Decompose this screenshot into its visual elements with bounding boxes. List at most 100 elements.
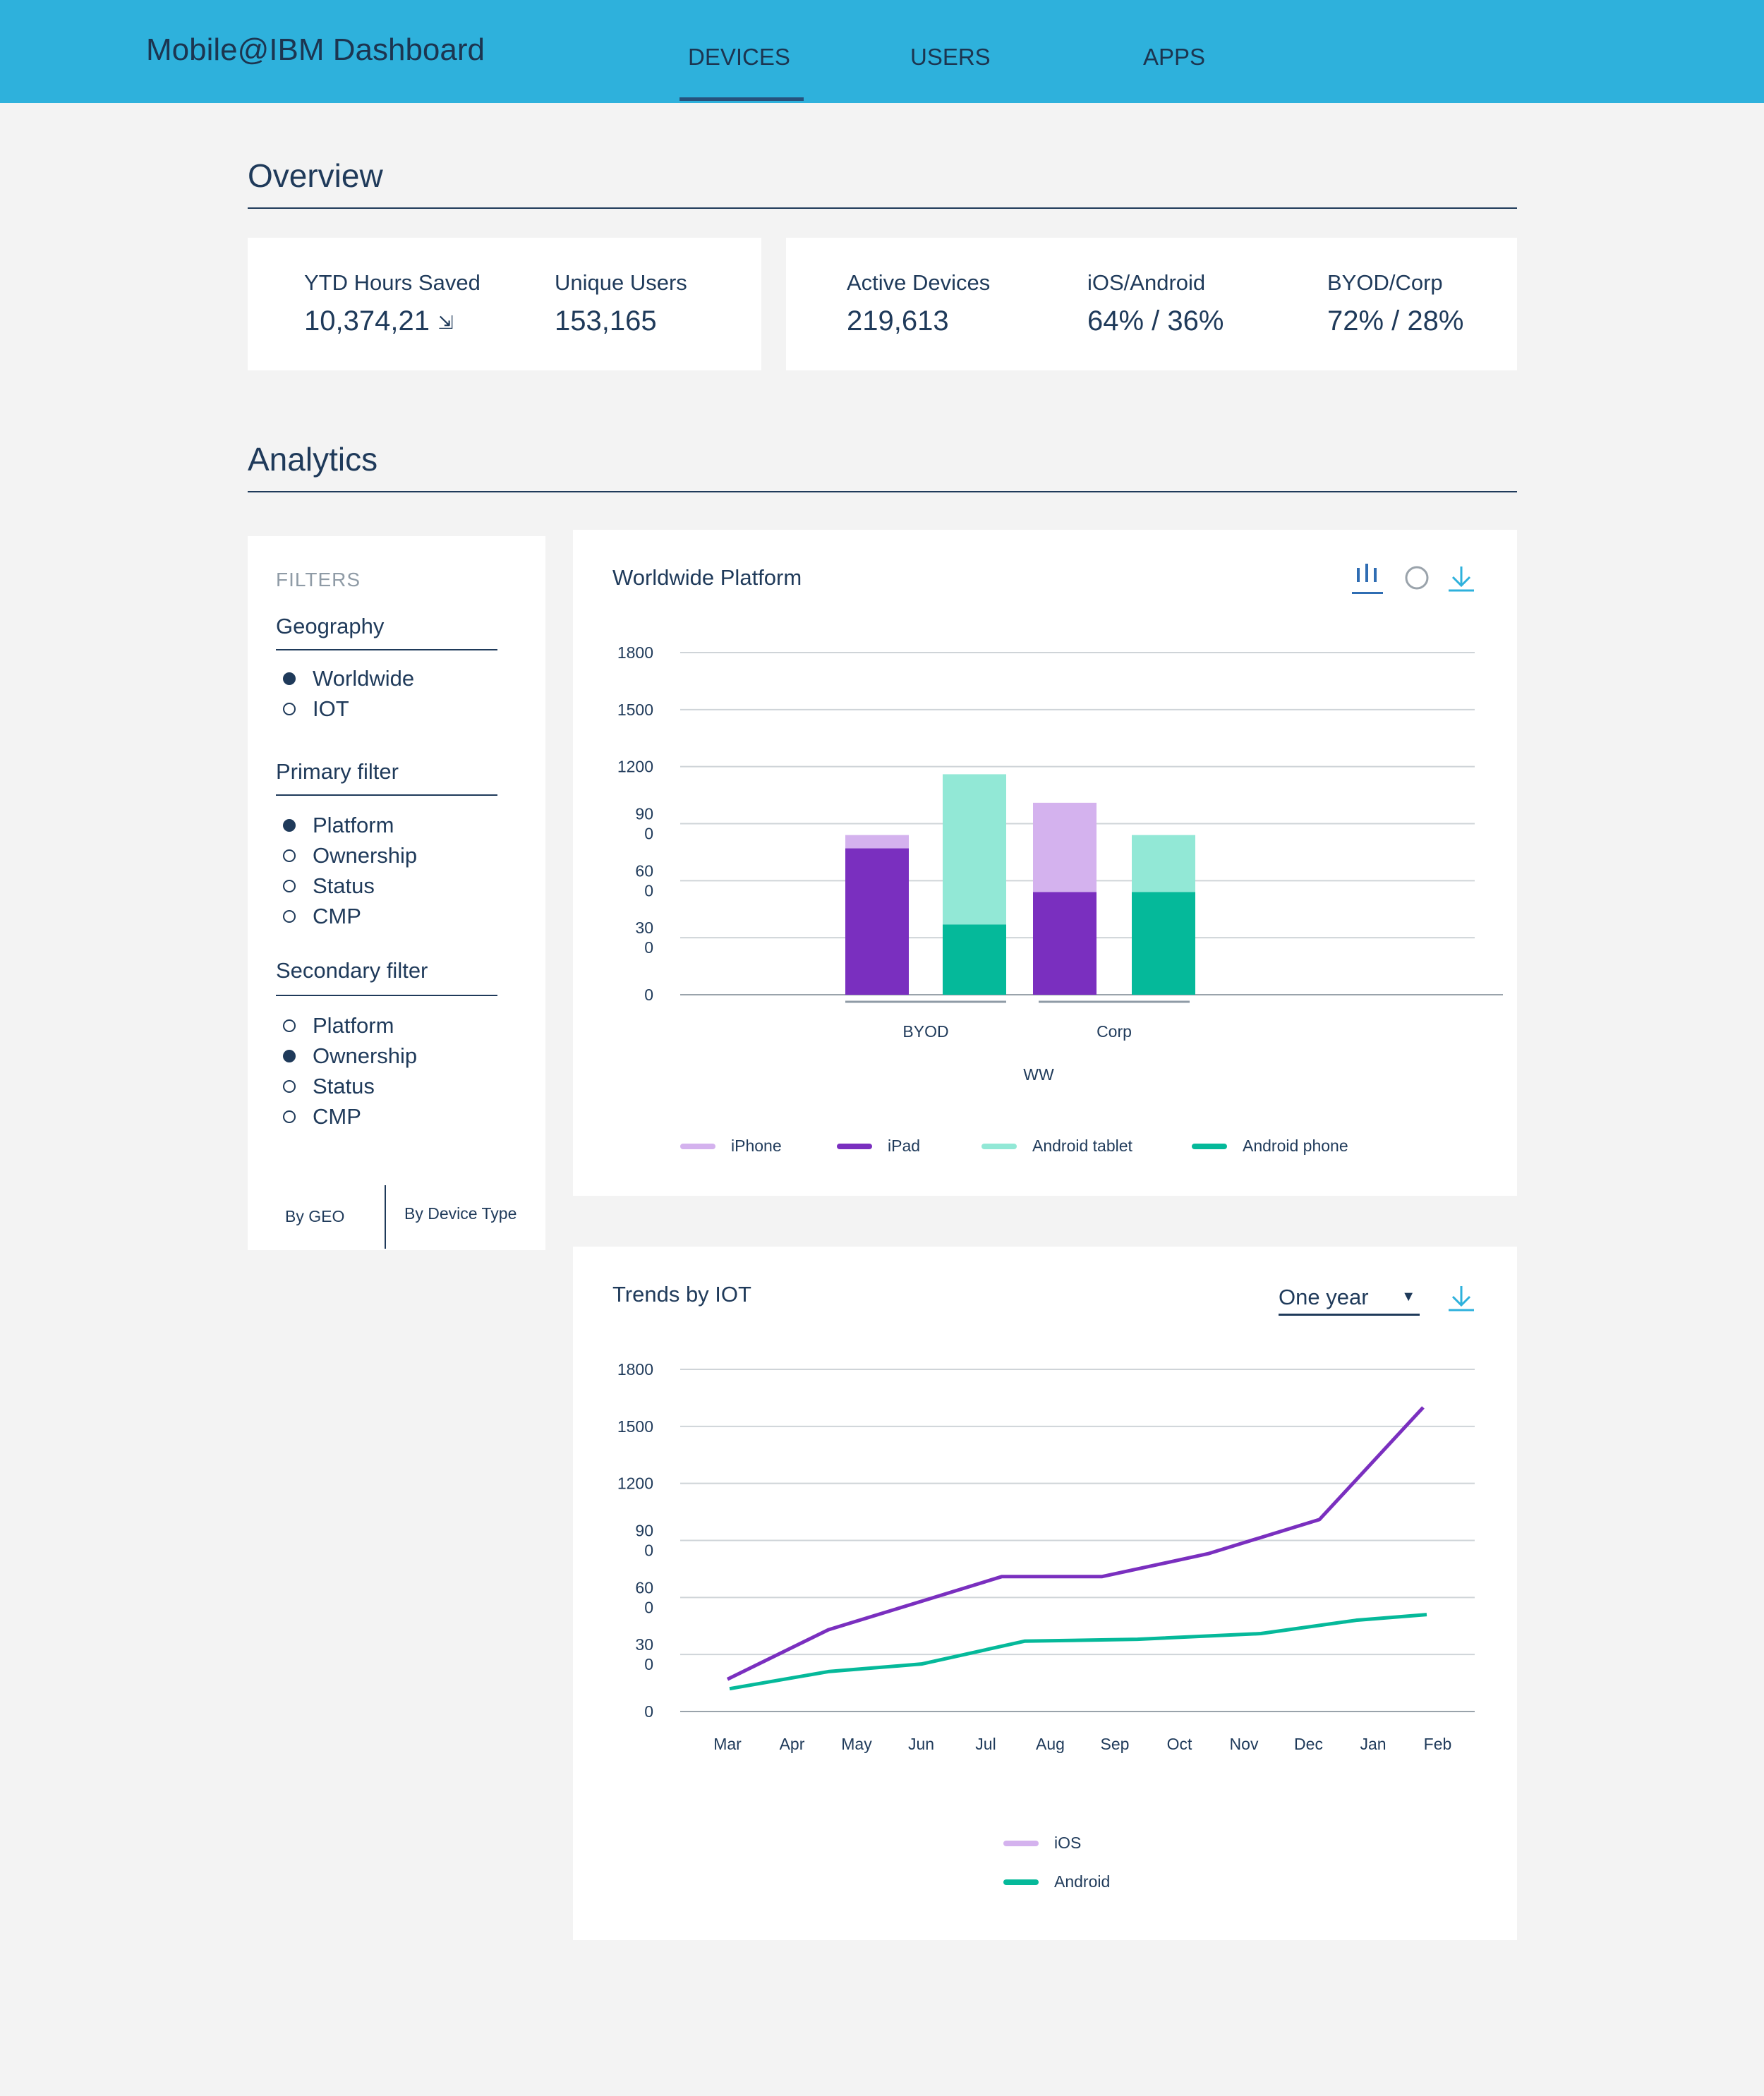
filter-group-divider: [276, 649, 497, 650]
overview-divider: [248, 207, 1517, 209]
bar-segment: [1132, 835, 1195, 892]
tab-users[interactable]: USERS: [910, 44, 991, 70]
filter-group-title-primary: Primary filter: [276, 759, 399, 784]
radio-unselected-icon: [283, 910, 296, 923]
x-tick-label: Aug: [1036, 1735, 1065, 1753]
kpi-value-unique-users: 153,165: [555, 305, 657, 337]
top-navigation-bar: Mobile@IBM Dashboard DEVICES USERS APPS: [0, 0, 1764, 103]
download-icon[interactable]: [1446, 564, 1476, 597]
tab-devices[interactable]: DEVICES: [688, 44, 790, 70]
x-tick-label: Jun: [908, 1735, 934, 1753]
x-tick-label: Jan: [1360, 1735, 1386, 1753]
filter-tab-by-device-type[interactable]: By Device Type: [404, 1204, 517, 1223]
radio-selected-icon: [283, 819, 296, 832]
kpi-value-active-devices: 219,613: [847, 305, 949, 337]
platform-chart-title: Worldwide Platform: [612, 565, 802, 590]
radio-selected-icon: [283, 672, 296, 685]
active-tab-indicator: [679, 97, 804, 101]
trends-chart-title: Trends by IOT: [612, 1282, 751, 1307]
y-tick-label: 1500: [617, 1417, 653, 1436]
time-range-select[interactable]: One year ▼: [1279, 1283, 1420, 1316]
y-tick-label-part: 0: [644, 1598, 653, 1616]
kpi-label-ios-android: iOS/Android: [1087, 270, 1206, 295]
time-range-value: One year: [1279, 1285, 1369, 1309]
kpi-value-byod-corp: 72% / 28%: [1327, 305, 1464, 337]
filter-tab-by-geo[interactable]: By GEO: [285, 1207, 345, 1225]
x-tick-label: Jul: [975, 1735, 996, 1753]
radio-unselected-icon: [283, 1019, 296, 1032]
radio-secondary-status[interactable]: Status: [283, 1072, 375, 1101]
radio-unselected-icon: [283, 703, 296, 715]
overview-title: Overview: [248, 157, 383, 194]
analytics-title: Analytics: [248, 441, 378, 478]
bar-segment: [943, 924, 1006, 995]
y-tick-label: 90 0: [635, 1522, 653, 1560]
filters-panel: FILTERS Geography Worldwide IOT Primary …: [248, 536, 545, 1250]
series-line-ios: [726, 1406, 1425, 1681]
radio-unselected-icon: [283, 880, 296, 892]
y-tick-label: 1200: [617, 1474, 653, 1493]
legend-item-android-phone: Android phone: [1192, 1137, 1348, 1156]
bar-segment: [1033, 892, 1097, 995]
pie-chart-icon[interactable]: [1404, 565, 1430, 594]
tab-apps[interactable]: APPS: [1143, 44, 1206, 70]
y-tick-label-part: 0: [644, 881, 653, 899]
x-group-label: BYOD: [902, 1022, 948, 1041]
radio-selected-icon: [283, 1050, 296, 1062]
y-tick-label-part: 0: [644, 938, 653, 957]
kpi-label-ytd-hours: YTD Hours Saved: [304, 270, 481, 295]
x-tick-label: May: [841, 1735, 872, 1753]
bar-segment: [943, 774, 1006, 925]
y-tick-label: 60 0: [635, 1578, 653, 1616]
legend-swatch: [1003, 1879, 1039, 1885]
y-tick-label-part: 0: [644, 1655, 653, 1673]
y-tick-label: 1800: [617, 1360, 653, 1379]
kpi-label-unique-users: Unique Users: [555, 270, 687, 295]
caret-down-icon: ▼: [1401, 1289, 1415, 1304]
bar-segment: [1033, 802, 1097, 892]
y-tick-label-part: 0: [644, 1541, 653, 1560]
y-tick-label-part: 0: [644, 825, 653, 843]
radio-geography-worldwide[interactable]: Worldwide: [283, 665, 414, 693]
legend-swatch: [981, 1143, 1017, 1149]
radio-secondary-cmp[interactable]: CMP: [283, 1103, 361, 1131]
filter-group-divider: [276, 995, 497, 996]
bar-segment: [845, 835, 909, 849]
radio-primary-status[interactable]: Status: [283, 872, 375, 900]
x-tick-label: Mar: [713, 1735, 742, 1753]
radio-primary-cmp[interactable]: CMP: [283, 902, 361, 931]
radio-primary-ownership[interactable]: Ownership: [283, 842, 417, 870]
x-group-label: Corp: [1097, 1022, 1132, 1041]
kpi-value-ios-android: 64% / 36%: [1087, 305, 1224, 337]
kpi-value-ytd-hours: 10,374,21 ⇲: [304, 305, 454, 337]
x-tick-label: Nov: [1230, 1735, 1259, 1753]
kpi-card-devices: Active Devices 219,613 iOS/Android 64% /…: [786, 238, 1517, 370]
radio-secondary-ownership[interactable]: Ownership: [283, 1042, 417, 1070]
x-tick-label: Sep: [1101, 1735, 1130, 1753]
radio-primary-platform[interactable]: Platform: [283, 811, 394, 840]
y-tick-label-part: 90: [635, 805, 653, 823]
platform-chart-card: Worldwide Platform 0 30 0 60 0 90 0 1200 1500 180…: [573, 530, 1517, 1196]
radio-unselected-icon: [283, 1110, 296, 1123]
radio-geography-iot[interactable]: IOT: [283, 695, 349, 723]
x-tick-label: Apr: [780, 1735, 805, 1753]
trends-chart-card: Trends by IOT One year ▼ 0 30 0 60 0 90 0 1200 1…: [573, 1247, 1517, 1940]
filter-tab-divider: [385, 1185, 386, 1249]
x-tick-label: Feb: [1424, 1735, 1452, 1753]
bar-chart-icon[interactable]: [1352, 561, 1383, 600]
y-tick-label: 1800: [617, 643, 653, 662]
filter-group-title-geography: Geography: [276, 614, 385, 638]
analytics-divider: [248, 491, 1517, 492]
y-tick-label-part: 90: [635, 1522, 653, 1540]
download-icon[interactable]: [1446, 1283, 1476, 1316]
y-tick-label-part: 30: [635, 919, 653, 937]
y-tick-label: 0: [644, 986, 653, 1004]
radio-secondary-platform[interactable]: Platform: [283, 1012, 394, 1040]
legend-item-iphone: iPhone: [680, 1137, 782, 1156]
y-tick-label: 0: [644, 1702, 653, 1721]
filter-group-title-secondary: Secondary filter: [276, 958, 428, 983]
y-tick-label: 60 0: [635, 861, 653, 899]
filters-heading: FILTERS: [276, 569, 361, 590]
